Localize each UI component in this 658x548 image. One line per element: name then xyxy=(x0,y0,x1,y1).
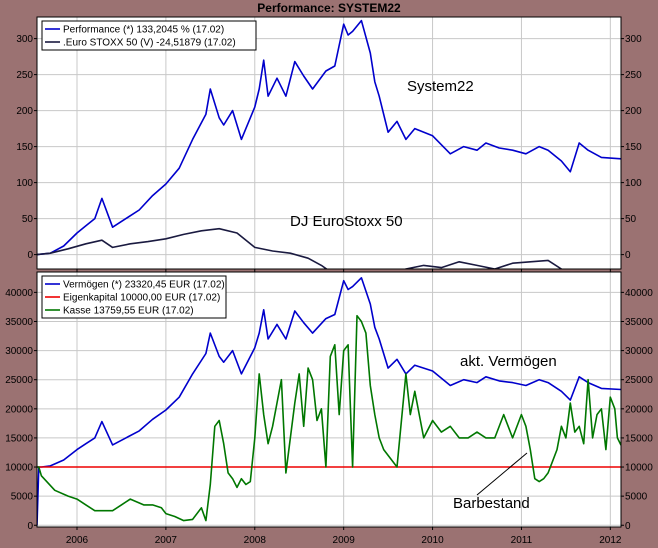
legend-box-capital xyxy=(41,275,227,319)
legend-box-performance xyxy=(41,20,257,51)
y-tick-label-right: 50 xyxy=(625,214,637,225)
y-tick-label-left: 10000 xyxy=(5,463,33,474)
legend-entry: Eigenkapital 10000,00 EUR (17.02) xyxy=(63,293,220,304)
page-title: Performance: SYSTEM22 xyxy=(257,1,401,15)
chart-annotation: DJ EuroStoxx 50 xyxy=(290,213,403,230)
x-tick-label: 2012 xyxy=(599,535,622,546)
y-tick-label-left: 150 xyxy=(16,142,33,153)
y-tick-label-right: 0 xyxy=(625,250,631,261)
y-tick-label-right: 0 xyxy=(625,521,631,532)
series-line-capital-0 xyxy=(37,276,621,526)
y-tick-label-right: 10000 xyxy=(625,463,653,474)
chart-annotation: akt. Vermögen xyxy=(460,353,557,370)
x-tick-label: 2011 xyxy=(511,535,533,546)
y-tick-label-right: 40000 xyxy=(625,288,653,299)
legend-entry: Performance (*) 133,2045 % (17.02) xyxy=(63,25,224,36)
series-line-performance-1 xyxy=(37,227,563,269)
x-tick-label: 2007 xyxy=(155,535,178,546)
legend-entry: Kasse 13759,55 EUR (17.02) xyxy=(63,306,194,317)
y-tick-label-left: 5000 xyxy=(11,492,34,503)
annotation-pointer xyxy=(476,452,528,496)
y-tick-label-left: 0 xyxy=(27,521,33,532)
series-line-capital-2 xyxy=(37,314,621,522)
y-tick-label-left: 300 xyxy=(16,34,33,45)
y-tick-label-right: 250 xyxy=(625,70,642,81)
y-tick-label-left: 35000 xyxy=(5,317,33,328)
y-tick-label-left: 20000 xyxy=(5,404,33,415)
y-tick-label-left: 0 xyxy=(27,250,33,261)
plot-frame-performance xyxy=(36,16,622,270)
y-tick-label-left: 30000 xyxy=(5,346,33,357)
legend-entry: Vermögen (*) 23320,45 EUR (17.02) xyxy=(63,280,225,291)
y-tick-label-left: 15000 xyxy=(5,433,33,444)
y-tick-label-right: 15000 xyxy=(625,433,653,444)
y-tick-label-left: 25000 xyxy=(5,375,33,386)
y-tick-label-right: 5000 xyxy=(625,492,648,503)
chart-annotation: System22 xyxy=(407,78,474,95)
y-tick-label-left: 40000 xyxy=(5,288,33,299)
x-tick-label: 2006 xyxy=(66,535,89,546)
series-line-performance-0 xyxy=(37,19,621,256)
y-tick-label-right: 100 xyxy=(625,178,642,189)
x-tick-label: 2010 xyxy=(421,535,444,546)
plot-frame-capital xyxy=(36,271,622,528)
y-tick-label-right: 20000 xyxy=(625,404,653,415)
y-tick-label-left: 50 xyxy=(22,214,34,225)
y-tick-label-left: 250 xyxy=(16,70,33,81)
chart-annotation: Barbestand xyxy=(453,495,530,512)
y-tick-label-right: 150 xyxy=(625,142,642,153)
y-tick-label-right: 35000 xyxy=(625,317,653,328)
x-tick-label: 2008 xyxy=(244,535,267,546)
y-tick-label-left: 200 xyxy=(16,106,33,117)
x-tick-label: 2009 xyxy=(333,535,356,546)
y-tick-label-right: 25000 xyxy=(625,375,653,386)
y-tick-label-right: 300 xyxy=(625,34,642,45)
y-tick-label-right: 200 xyxy=(625,106,642,117)
y-tick-label-left: 100 xyxy=(16,178,33,189)
legend-entry: .Euro STOXX 50 (V) -24,51879 (17.02) xyxy=(63,38,236,49)
y-tick-label-right: 30000 xyxy=(625,346,653,357)
plot-background-performance xyxy=(37,17,621,269)
